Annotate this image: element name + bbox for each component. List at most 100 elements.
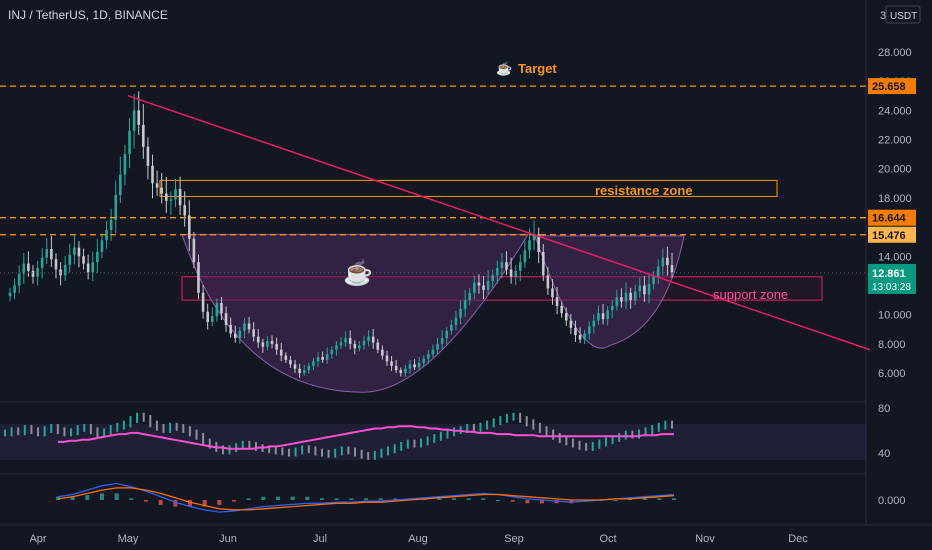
candle-body [210, 316, 214, 322]
candle-body [353, 343, 357, 349]
candle-body [523, 250, 527, 263]
time-tick-label: May [118, 533, 139, 545]
macd-histogram-bar [305, 496, 310, 500]
candle-body [220, 303, 223, 314]
candle-body [597, 313, 600, 321]
rsi-band [0, 423, 866, 460]
macd-histogram-bar [173, 500, 178, 507]
candle-body [394, 365, 398, 371]
candle-body [362, 340, 366, 346]
candle-body [431, 349, 435, 355]
handle-shape [534, 235, 685, 349]
candle-body [371, 336, 375, 343]
time-axis-ticks: Apr May Jun Jul Aug Sep Oct Nov Dec [29, 533, 808, 545]
macd-histogram-bar [349, 498, 354, 500]
macd-histogram-bar [334, 498, 339, 500]
macd-histogram-bar [246, 498, 251, 500]
candle-body [610, 305, 614, 311]
candle-body [587, 326, 591, 334]
candle-body [270, 340, 274, 344]
candle-body [13, 285, 16, 293]
candle-body [348, 338, 352, 344]
macd-histogram-bar [657, 498, 662, 500]
candle-body [261, 342, 265, 347]
candle-body [537, 234, 540, 252]
symbol-title: INJ / TetherUS, 1D, BINANCE [8, 8, 168, 22]
rsi-tick-label: 80 [878, 403, 890, 415]
candle-body [275, 343, 278, 350]
candle-body [206, 311, 209, 322]
candle-body [312, 361, 315, 366]
rsi-moving-average [58, 425, 674, 450]
macd-layer: 0.000 [56, 482, 906, 513]
candle-body [399, 370, 403, 374]
candle-body [137, 110, 141, 125]
candle-body [404, 368, 407, 374]
support-zone-label: support zone [713, 287, 788, 302]
macd-histogram-bar [232, 500, 236, 502]
candle-body [468, 292, 472, 301]
candle-body [505, 262, 508, 270]
currency-badge[interactable] [885, 5, 921, 24]
macd-histogram-bar [217, 500, 222, 505]
price-tick-label: 20.000 [878, 164, 912, 176]
candle-body [160, 187, 164, 194]
time-tick-label: Sep [504, 533, 524, 545]
candle-body [491, 275, 495, 282]
candle-body [8, 292, 12, 297]
time-tick-label: Aug [408, 533, 428, 545]
candle-body [381, 349, 384, 356]
candle-body [413, 364, 416, 368]
candle-body [68, 254, 72, 266]
target-coffee-icon: ☕ [496, 60, 512, 76]
candle-body [459, 308, 462, 318]
macd-histogram-bar [276, 496, 280, 500]
target-label: Target [518, 61, 557, 76]
candle-body [643, 285, 646, 295]
macd-histogram-bar [452, 498, 456, 500]
candle-body [100, 240, 104, 252]
candle-body [528, 240, 531, 251]
candle-body [330, 349, 334, 355]
candle-body [128, 130, 131, 155]
candle-body [302, 370, 306, 374]
candle-body [620, 297, 623, 302]
candle-body [252, 329, 255, 337]
candle-body [656, 266, 660, 277]
macd-histogram-bar [496, 500, 500, 501]
candle-body [91, 262, 95, 273]
macd-histogram-bar [672, 498, 676, 500]
candle-body [169, 199, 173, 201]
candle-body [293, 364, 297, 369]
candle-body [647, 284, 651, 295]
macd-tick-label: 0.000 [878, 495, 906, 507]
candle-body [284, 355, 288, 360]
candle-body [408, 364, 412, 369]
last-price-tag: 12.861 [872, 268, 906, 280]
macd-histogram-bar [70, 496, 75, 500]
candle-body [509, 269, 513, 277]
candle-body [142, 124, 145, 147]
candle-body [606, 310, 609, 320]
candle-body [243, 323, 246, 331]
candle-body [63, 265, 67, 276]
target-price-tag: 25.658 [872, 81, 906, 93]
candle-body [339, 342, 343, 346]
candle-body [178, 189, 182, 206]
candle-body [279, 349, 283, 356]
macd-histogram-bar [437, 498, 442, 500]
candle-body [427, 354, 430, 359]
candle-body [123, 154, 127, 175]
price-tick-label: 8.000 [878, 339, 906, 351]
candle-body [155, 183, 159, 188]
candle-body [96, 251, 99, 263]
candle-body [335, 345, 338, 350]
candle-body [233, 333, 237, 339]
candle-body [50, 249, 53, 260]
candle-body [247, 323, 251, 330]
candle-body [445, 330, 449, 339]
candle-body [54, 259, 58, 270]
level-b-price-tag-bg [868, 226, 916, 243]
candle-body [367, 336, 370, 341]
